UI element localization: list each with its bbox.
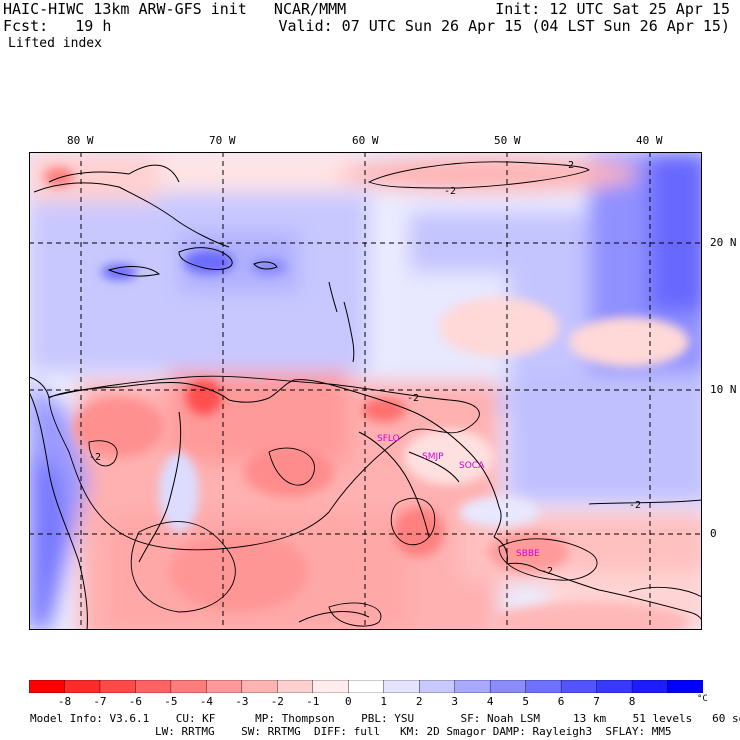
lon-label: 60 W	[352, 134, 379, 147]
colorbar	[29, 680, 703, 693]
colorbar-tick-label: 2	[415, 695, 423, 708]
station-label: SFLO	[377, 434, 400, 444]
colorbar-swatch	[241, 680, 278, 693]
colorbar-swatch	[99, 680, 136, 693]
colorbar-tick-label: -2	[270, 695, 284, 708]
model-info: Model Info: V3.6.1 CU: KF MP: Thompson P…	[30, 712, 740, 725]
colorbar-swatch	[64, 680, 101, 693]
colorbar-swatch	[419, 680, 456, 693]
colorbar-tick-label: -3	[235, 695, 249, 708]
colorbar-tick-label: 4	[486, 695, 494, 708]
colorbar-tick-label: 5	[522, 695, 529, 708]
colorbar-tick-label: -6	[128, 695, 143, 708]
lifted-index-map: -2 -2 -2 -2 -2 -2 SFLO SMJP	[29, 152, 702, 630]
init-time: Init: 12 UTC Sat 25 Apr 15	[495, 0, 730, 18]
contour-label: -2	[541, 566, 553, 577]
colorbar-tick-label: -4	[199, 695, 213, 708]
colorbar-tick-label: 7	[593, 695, 600, 708]
contour-lines	[48, 161, 702, 627]
colorbar-tick-label: -1	[306, 695, 320, 708]
colorbar-unit: °C	[697, 694, 708, 704]
model-physics: LW: RRTMG SW: RRTMG DIFF: full KM: 2D Sm…	[155, 725, 672, 738]
colorbar-swatch	[312, 680, 349, 693]
contour-label: -2	[629, 500, 641, 511]
colorbar-tick-label: 3	[451, 695, 458, 708]
colorbar-tick-label: -7	[93, 695, 107, 708]
colorbar-swatch	[560, 680, 598, 693]
map-frame	[29, 152, 702, 630]
colorbar-tick-label: 1	[380, 695, 388, 708]
lon-label: 80 W	[67, 134, 94, 147]
colorbar-swatch	[277, 680, 314, 693]
station-label: SOCA	[459, 461, 485, 471]
coastlines	[29, 164, 702, 630]
station-markers: SFLO SMJP SOCA SBBE	[377, 434, 540, 559]
model-title: HAIC-HIWC 13km ARW-GFS init NCAR/MMM	[3, 0, 347, 18]
colorbar-swatch	[170, 680, 207, 693]
colorbar-swatch	[489, 680, 527, 693]
colorbar-swatch	[29, 680, 65, 693]
colorbar-swatch	[454, 680, 491, 693]
colorbar-tick-label: 8	[628, 695, 636, 708]
lat-label: 10 N	[710, 383, 737, 396]
colorbar-swatch	[631, 680, 669, 693]
station-label: SMJP	[422, 452, 444, 462]
colorbar-tick-label: -8	[57, 695, 72, 708]
contour-label: -2	[444, 186, 456, 197]
station-label: SBBE	[516, 549, 540, 559]
colorbar-tick-label: 0	[344, 695, 352, 708]
lon-label: 40 W	[636, 134, 663, 147]
grid-lines	[29, 152, 702, 630]
colorbar-tick-label: 6	[557, 695, 565, 708]
colorbar-tick-label: -5	[164, 695, 178, 708]
lon-label: 70 W	[209, 134, 236, 147]
contour-label: -2	[89, 452, 101, 463]
lon-label: 50 W	[494, 134, 521, 147]
colorbar-swatch	[135, 680, 172, 693]
colorbar-swatch	[348, 680, 385, 693]
lat-label: 20 N	[710, 236, 737, 249]
forecast-hour: Fcst: 19 h	[3, 17, 112, 35]
field-name: Lifted index	[8, 36, 102, 51]
colorbar-swatch	[206, 680, 243, 693]
colorbar-swatch	[667, 680, 703, 693]
lat-label: 0	[710, 527, 717, 540]
contour-label: -2	[562, 160, 574, 171]
field-detail	[44, 167, 689, 630]
colorbar-swatch	[525, 680, 562, 693]
colorbar-swatch	[596, 680, 633, 693]
colorbar-swatch	[383, 680, 420, 693]
contour-labels: -2 -2 -2 -2 -2 -2	[89, 160, 641, 577]
valid-time: Valid: 07 UTC Sun 26 Apr 15 (04 LST Sun …	[278, 17, 730, 35]
contour-label: -2	[407, 393, 419, 404]
